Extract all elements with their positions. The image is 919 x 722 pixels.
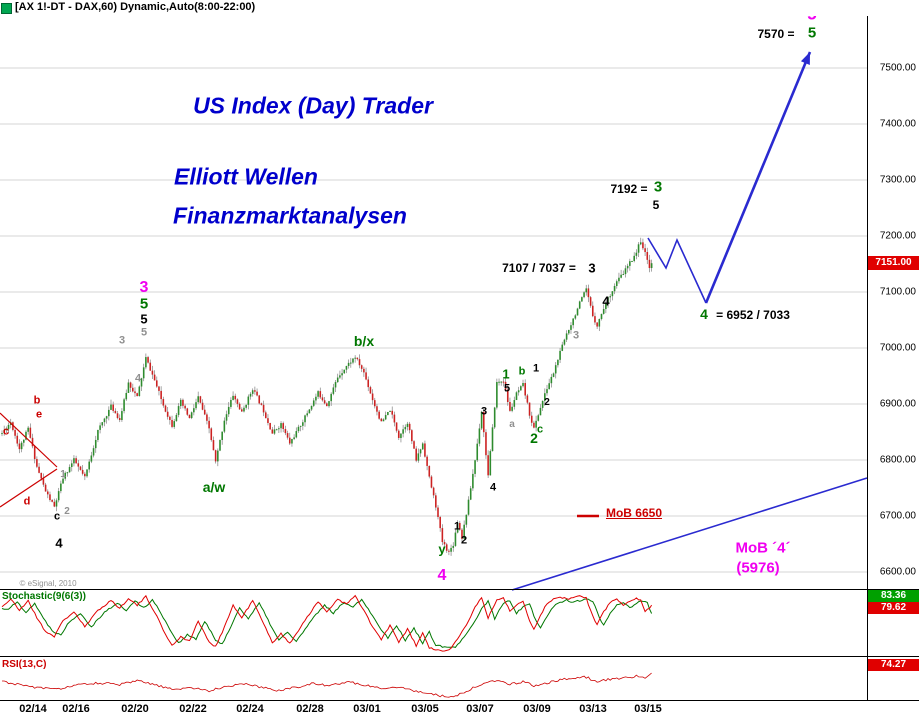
price-axis-label: 6800.00 (879, 454, 916, 466)
price-axis-label: 7100.00 (879, 286, 916, 298)
date-axis-label: 03/07 (466, 703, 494, 715)
titlebar: [AX 1!-DT - DAX,60) Dynamic,Auto(8:00-22… (0, 0, 919, 16)
stochastic-k-line (1, 594, 653, 652)
grid-lines (0, 11, 868, 573)
wave-label: 4 (134, 372, 142, 385)
wave3-green-label: 3 (653, 178, 663, 196)
wave-label: 3 (118, 334, 126, 347)
target-7192: 7192 = (610, 182, 648, 196)
wave-label: b (33, 394, 41, 407)
brand-line-1: US Index (Day) Trader (193, 92, 433, 119)
mob-4-target: (5976) (736, 559, 780, 577)
wave-label: b (518, 365, 526, 378)
date-axis-label: 03/13 (579, 703, 607, 715)
wave-y-label: y (438, 541, 446, 557)
wave-label: 3 (480, 405, 488, 418)
stochastic-label: Stochastic(9(6(3)) (2, 591, 86, 602)
wave-label: 4 (489, 481, 497, 494)
wave-label: 5 (140, 326, 148, 339)
price-axis-label: 7400.00 (879, 118, 916, 130)
wave-label: 5 (139, 295, 149, 313)
wave-label: c (536, 423, 544, 436)
copyright-watermark: © eSignal, 2010 (19, 579, 77, 588)
wave-label: 2 (544, 397, 550, 408)
wave-aw-label: a/w (202, 479, 226, 495)
wave-label: 4 (602, 293, 610, 309)
candlestick-series (1, 237, 653, 556)
level-6952-7033: = 6952 / 7033 (716, 308, 790, 322)
wave-label: 5 (503, 382, 511, 395)
price-axis-label: 7500.00 (879, 62, 916, 74)
projection-arrow (704, 51, 812, 304)
wave-label: c (53, 510, 61, 523)
date-axis-label: 02/14 (19, 703, 47, 715)
wave-label: 2 (64, 506, 70, 517)
stoch-k-value-box: 79.62 (868, 602, 919, 614)
wave-label: 1 (532, 362, 540, 375)
rsi-label: RSI(13,C) (2, 659, 47, 670)
price-axis-label: 7000.00 (879, 342, 916, 354)
mob-4-label: MoB ´4´ (735, 539, 791, 557)
date-axis-label: 02/22 (179, 703, 207, 715)
wave-label: e (35, 408, 43, 421)
projection-arrow-head (800, 52, 810, 65)
wave-bx-label: b/x (353, 333, 375, 349)
date-axis-label: 03/09 (523, 703, 551, 715)
mob-6650-label: MoB 6650 (605, 506, 663, 520)
date-axis-label: 02/16 (62, 703, 90, 715)
wave4-magenta-label: 4 (437, 567, 447, 584)
wave4-green-label: 4 (700, 306, 708, 322)
date-axis-label: 02/28 (296, 703, 324, 715)
wave-label: 3 (139, 279, 149, 296)
wave-label: 1 (453, 520, 461, 533)
wave-label: 3 (572, 329, 580, 342)
wave5-green-target: 5 (807, 24, 817, 42)
wave-label: 1 (60, 469, 66, 480)
wave5-label: 5 (652, 198, 660, 212)
brand-line-3: Finanzmarktanalysen (173, 202, 407, 229)
rsi-value-box: 74.27 (868, 659, 919, 671)
date-axis-label: 03/15 (634, 703, 662, 715)
stoch-d-value-box: 83.36 (868, 590, 919, 602)
price-axis-label: 6900.00 (879, 398, 916, 410)
wave-label: 4 (55, 535, 63, 551)
projection-zigzag (647, 237, 707, 304)
wave-label: 1 (502, 366, 510, 382)
wave-label: 2 (530, 430, 538, 446)
esignal-chart-icon (1, 3, 12, 14)
wave-label: 3 (588, 260, 596, 276)
mob4-trendline (511, 477, 868, 591)
wave-label: 2 (460, 534, 468, 547)
wave-label: a (509, 419, 515, 430)
wave-label: d (23, 495, 31, 508)
date-axis-label: 02/24 (236, 703, 264, 715)
level-7107-7037: 7107 / 7037 = (502, 261, 576, 275)
triangle-upper-line (0, 412, 58, 468)
date-axis-label: 02/20 (121, 703, 149, 715)
date-axis-label: 03/01 (353, 703, 381, 715)
stochastic-d-line (1, 598, 653, 648)
window-title: [AX 1!-DT - DAX,60) Dynamic,Auto(8:00-22… (15, 1, 256, 13)
rsi-line (2, 672, 652, 698)
date-axis-label: 03/05 (411, 703, 439, 715)
price-axis-label: 6600.00 (879, 566, 916, 578)
triangle-lower-line (0, 468, 58, 508)
price-axis-label: 7200.00 (879, 230, 916, 242)
target-7570: 7570 = (757, 27, 795, 41)
price-axis-label: 6700.00 (879, 510, 916, 522)
wave-label: 5 (140, 311, 148, 327)
brand-line-2: Elliott Wellen (174, 163, 318, 190)
last-price-box: 7151.00 (868, 256, 919, 270)
wave-label: c (2, 425, 10, 438)
price-axis-label: 7300.00 (879, 174, 916, 186)
